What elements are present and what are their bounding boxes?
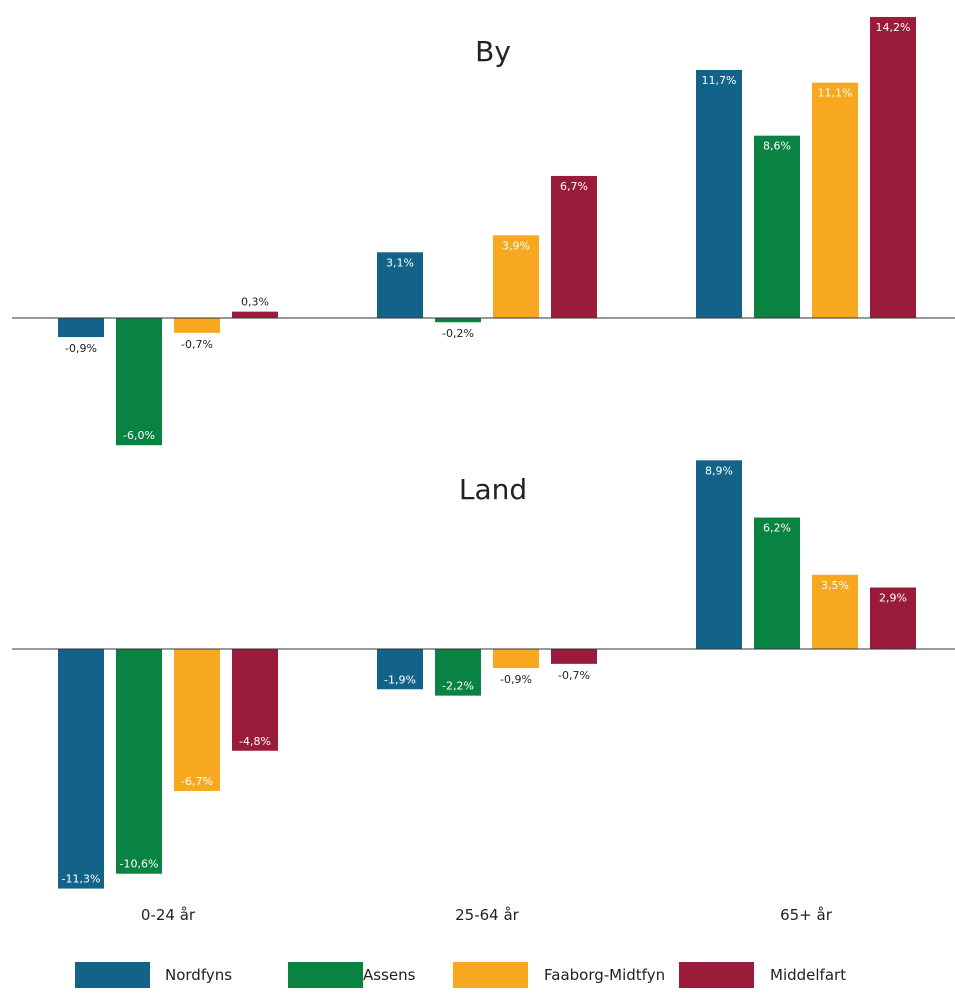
data-label-by-faaborg-midtfyn-25-64-r: 3,9%	[502, 239, 530, 252]
data-label-by-nordfyns-25-64-r: 3,1%	[386, 256, 414, 269]
data-label-land-faaborg-midtfyn-25-64-r: -0,9%	[500, 673, 532, 686]
bar-by-faaborg-midtfyn-0-24-r	[174, 318, 220, 333]
data-label-by-assens-25-64-r: -0,2%	[442, 327, 474, 340]
bar-land-assens-65-r	[754, 517, 800, 649]
bar-land-faaborg-midtfyn-65-r	[812, 574, 858, 649]
data-label-by-assens-0-24-r: -6,0%	[123, 429, 155, 442]
legend-label-faaborg-midtfyn: Faaborg-Midtfyn	[544, 966, 665, 984]
panel-title-by: By	[475, 35, 511, 68]
bar-land-assens-25-64-r	[435, 649, 481, 696]
legend-label-assens: Assens	[363, 966, 416, 984]
data-label-land-assens-65-r: 6,2%	[763, 522, 791, 535]
data-label-by-assens-65-r: 8,6%	[763, 140, 791, 153]
bar-land-middelfart-25-64-r	[551, 649, 597, 664]
category-label-0-24-r: 0-24 år	[141, 906, 196, 924]
data-label-land-middelfart-0-24-r: -4,8%	[239, 735, 271, 748]
data-label-land-assens-25-64-r: -2,2%	[442, 680, 474, 693]
data-label-by-faaborg-midtfyn-65-r: 11,1%	[818, 87, 853, 100]
data-label-by-middelfart-25-64-r: 6,7%	[560, 180, 588, 193]
data-label-land-nordfyns-25-64-r: -1,9%	[384, 673, 416, 686]
data-label-land-nordfyns-0-24-r: -11,3%	[62, 873, 101, 886]
data-label-land-middelfart-25-64-r: -0,7%	[558, 669, 590, 682]
panel-title-land: Land	[459, 473, 527, 506]
category-label-25-64-r: 25-64 år	[455, 906, 520, 924]
data-label-by-middelfart-65-r: 14,2%	[876, 21, 911, 34]
bar-by-assens-65-r	[754, 135, 800, 318]
data-label-land-nordfyns-65-r: 8,9%	[705, 464, 733, 477]
data-label-land-middelfart-65-r: 2,9%	[879, 592, 907, 605]
legend-label-middelfart: Middelfart	[770, 966, 846, 984]
bar-land-middelfart-0-24-r	[232, 649, 278, 751]
category-label-65-r: 65+ år	[780, 906, 833, 924]
bar-land-nordfyns-0-24-r	[58, 649, 104, 889]
bar-by-nordfyns-0-24-r	[58, 318, 104, 338]
data-label-by-faaborg-midtfyn-0-24-r: -0,7%	[181, 338, 213, 351]
bar-land-nordfyns-25-64-r	[377, 649, 423, 690]
bar-by-middelfart-65-r	[870, 16, 916, 319]
bar-by-faaborg-midtfyn-25-64-r	[493, 235, 539, 318]
bar-land-assens-0-24-r	[116, 649, 162, 874]
legend-swatch-assens	[288, 962, 363, 988]
bar-land-nordfyns-65-r	[696, 460, 742, 649]
bar-land-faaborg-midtfyn-0-24-r	[174, 649, 220, 792]
data-label-by-nordfyns-65-r: 11,7%	[702, 74, 737, 87]
bar-by-assens-25-64-r	[435, 318, 481, 323]
bar-by-middelfart-25-64-r	[551, 175, 597, 318]
data-label-land-faaborg-midtfyn-65-r: 3,5%	[821, 579, 849, 592]
bar-by-nordfyns-25-64-r	[377, 252, 423, 318]
bar-by-assens-0-24-r	[116, 318, 162, 446]
bar-land-faaborg-midtfyn-25-64-r	[493, 649, 539, 669]
data-label-land-faaborg-midtfyn-0-24-r: -6,7%	[181, 775, 213, 788]
bar-by-middelfart-0-24-r	[232, 311, 278, 318]
data-label-by-middelfart-0-24-r: 0,3%	[241, 296, 269, 309]
legend-swatch-middelfart	[679, 962, 754, 988]
legend-swatch-nordfyns	[75, 962, 150, 988]
legend-swatch-faaborg-midtfyn	[453, 962, 528, 988]
legend-label-nordfyns: Nordfyns	[165, 966, 232, 984]
data-label-land-assens-0-24-r: -10,6%	[120, 858, 159, 871]
bar-by-faaborg-midtfyn-65-r	[812, 82, 858, 319]
bar-by-nordfyns-65-r	[696, 69, 742, 319]
data-label-by-nordfyns-0-24-r: -0,9%	[65, 342, 97, 355]
bar-land-middelfart-65-r	[870, 587, 916, 649]
